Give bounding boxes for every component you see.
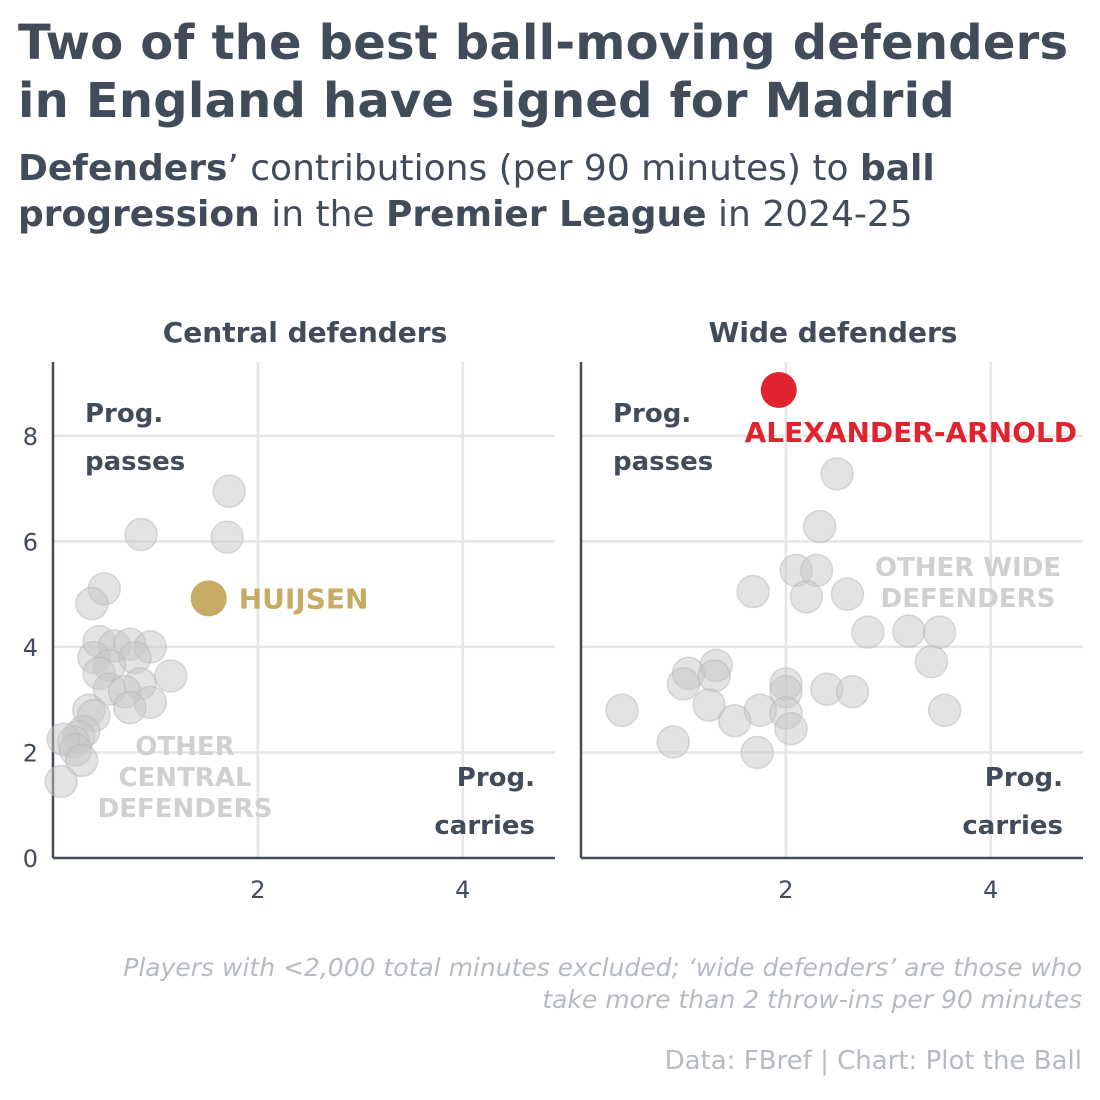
panel-2-x-tick-label: 4 — [983, 876, 998, 904]
panel-2-other-point — [830, 577, 865, 611]
panel-2-xlabel-line1: Prog. — [985, 763, 1063, 793]
panel-2-xlabel-line2: carries — [962, 811, 1063, 841]
panel-1-other-point — [210, 520, 244, 554]
panel-1-other-point — [44, 764, 78, 799]
panel-2-other-point — [892, 614, 926, 648]
y-tick-label: 8 — [23, 423, 38, 451]
panel-2-title: Wide defenders — [709, 316, 958, 349]
panel-1-highlight-label: HUIJSEN — [239, 582, 369, 615]
panel-2-other-point — [851, 615, 885, 649]
panel-2-other-point — [605, 693, 639, 728]
panel-2-highlight-label: ALEXANDER-ARNOLD — [745, 416, 1077, 449]
subtitle-bold-league: Premier League — [386, 194, 707, 235]
panel-2-ylabel-line1: Prog. — [613, 399, 691, 429]
subtitle-bold-progression: ball progression — [18, 148, 935, 235]
panel-2-other-point — [922, 615, 957, 649]
panel-2-other-point — [656, 725, 690, 759]
panel-2-other-point — [802, 509, 837, 544]
panel-2-highlight-point — [760, 371, 797, 408]
panel-1-x-tick-label: 4 — [455, 876, 470, 904]
panel-1-other-label-line3: DEFENDERS — [98, 794, 273, 824]
panel-1-other-label-line2: CENTRAL — [118, 763, 251, 793]
panel-2-other-point — [736, 574, 770, 609]
panel-2-other-point — [692, 688, 726, 722]
panel-2-other-point — [666, 667, 701, 701]
panel-2-other-label-line1: OTHER WIDE — [875, 553, 1061, 583]
panel-2-other-point — [914, 644, 949, 679]
panel-2-other-point — [740, 735, 774, 770]
panel-1-other-point — [113, 690, 147, 725]
panel-1-other-point — [212, 474, 246, 509]
panel-2-other-point — [774, 711, 808, 746]
subtitle-bold-defenders: Defenders — [18, 148, 228, 189]
panel-1-x-tick-label: 2 — [250, 876, 265, 904]
subtitle-text-1: ’ contributions (per 90 minutes) to — [227, 148, 860, 189]
y-tick-label: 6 — [23, 528, 38, 556]
y-tick-label: 4 — [23, 634, 38, 662]
subtitle-text-3: in 2024-25 — [706, 194, 913, 235]
panel-2-x-tick-label: 2 — [778, 876, 793, 904]
panel-1-ylabel-line1: Prog. — [85, 399, 163, 429]
y-tick-label: 2 — [23, 739, 38, 767]
panel-2-other-point — [927, 693, 962, 728]
panel-2-other-point — [820, 457, 854, 491]
panel-2-other-point — [835, 675, 870, 709]
panel-1-highlight-point — [190, 580, 227, 617]
panel-1-other-point — [75, 586, 109, 621]
panel-2-other-point — [697, 659, 731, 693]
footnote: Players with <2,000 total minutes exclud… — [123, 953, 1082, 1014]
panel-2-other-point — [789, 580, 824, 614]
y-tick-label: 0 — [23, 845, 38, 873]
page-title: Two of the best ball-moving defenders in… — [18, 15, 1069, 129]
panel-2-other-label-line2: DEFENDERS — [881, 584, 1056, 614]
panel-1-other-point — [154, 659, 188, 693]
panel-1-other-label-line1: OTHER — [135, 732, 234, 762]
panel-1-title: Central defenders — [163, 316, 448, 349]
subtitle-text-2: in the — [259, 194, 386, 235]
panel-2-other-point — [717, 704, 752, 738]
panel-1-ylabel-line2: passes — [85, 447, 185, 477]
page-subtitle: Defenders’ contributions (per 90 minutes… — [18, 146, 1098, 238]
source-credit: Data: FBref | Chart: Plot the Ball — [664, 1046, 1082, 1076]
panel-2-ylabel-line2: passes — [613, 447, 713, 477]
panel-1-other-point — [124, 517, 158, 552]
panel-1-xlabel-line2: carries — [434, 811, 535, 841]
panel-1-xlabel-line1: Prog. — [457, 763, 535, 793]
panel-1-other-point — [64, 743, 99, 778]
